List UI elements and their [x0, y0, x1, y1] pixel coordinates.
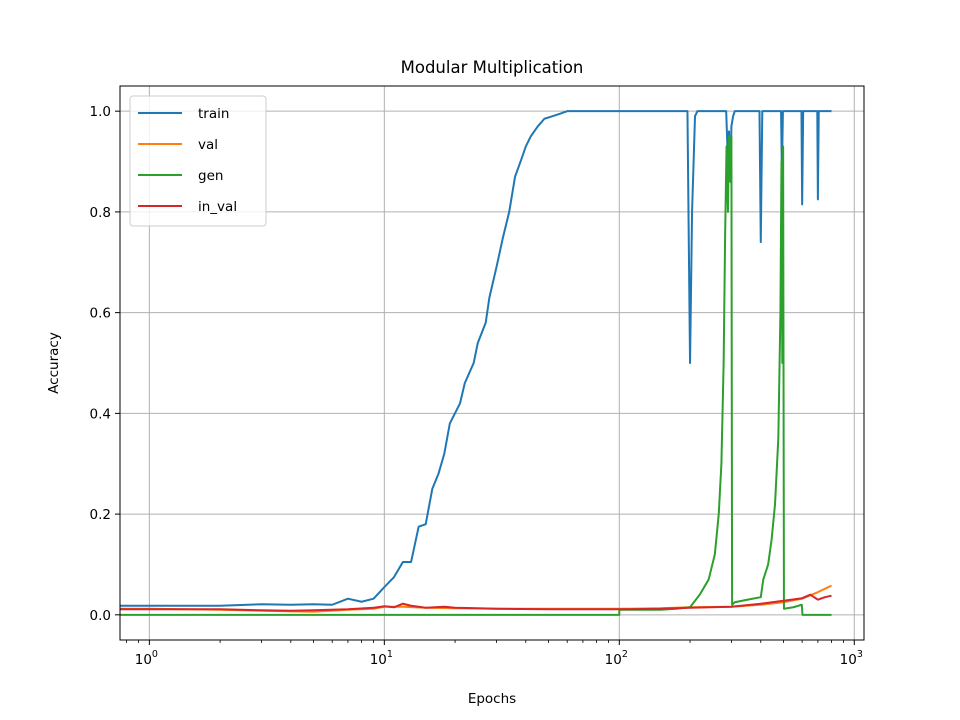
y-tick-label: 0.4: [90, 406, 111, 422]
x-axis-label: Epochs: [468, 691, 516, 707]
chart-title: Modular Multiplication: [401, 58, 584, 77]
x-tick-base: 10: [605, 652, 622, 668]
legend-frame: [129, 95, 267, 227]
legend-label-gen: gen: [198, 168, 223, 184]
series-lines: [120, 110, 832, 616]
plot-frame: [119, 85, 865, 641]
series-line-train: [120, 110, 832, 607]
legend: train val gen in_val: [129, 95, 267, 227]
x-tick-label: 103: [840, 649, 863, 668]
x-tick-base: 10: [135, 652, 152, 668]
series-line-gen: [120, 135, 832, 616]
x-tick-exponent: 1: [387, 649, 393, 660]
legend-label-val: val: [198, 137, 218, 153]
x-tick-label: 101: [370, 649, 393, 668]
legend-label-in-val: in_val: [198, 199, 237, 215]
y-axis-label: Accuracy: [46, 332, 62, 394]
series-line-in-val: [120, 593, 832, 612]
x-tick-base: 10: [840, 652, 857, 668]
legend-label-train: train: [198, 106, 229, 122]
y-tick-label: 0.8: [90, 205, 111, 221]
x-tick-label: 100: [135, 649, 158, 668]
x-tick-exponent: 3: [857, 649, 863, 660]
x-tick-base: 10: [370, 652, 387, 668]
y-tick-label: 0.0: [90, 608, 111, 624]
y-tick-label: 0.6: [90, 306, 111, 322]
x-tick-label: 102: [605, 649, 628, 668]
y-tick-label: 1.0: [90, 104, 111, 120]
x-tick-exponent: 0: [152, 649, 158, 660]
y-tick-label: 0.2: [90, 507, 111, 523]
x-tick-exponent: 2: [622, 649, 628, 660]
